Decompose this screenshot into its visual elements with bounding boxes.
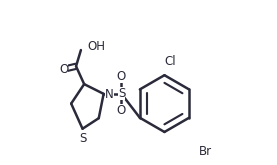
Text: S: S: [79, 132, 86, 145]
Text: O: O: [59, 63, 68, 76]
Text: Br: Br: [199, 145, 212, 158]
Text: Cl: Cl: [164, 55, 176, 68]
Text: O: O: [117, 69, 126, 82]
Text: O: O: [117, 104, 126, 117]
Text: OH: OH: [88, 40, 106, 53]
Text: S: S: [118, 87, 125, 100]
Text: N: N: [105, 88, 114, 101]
